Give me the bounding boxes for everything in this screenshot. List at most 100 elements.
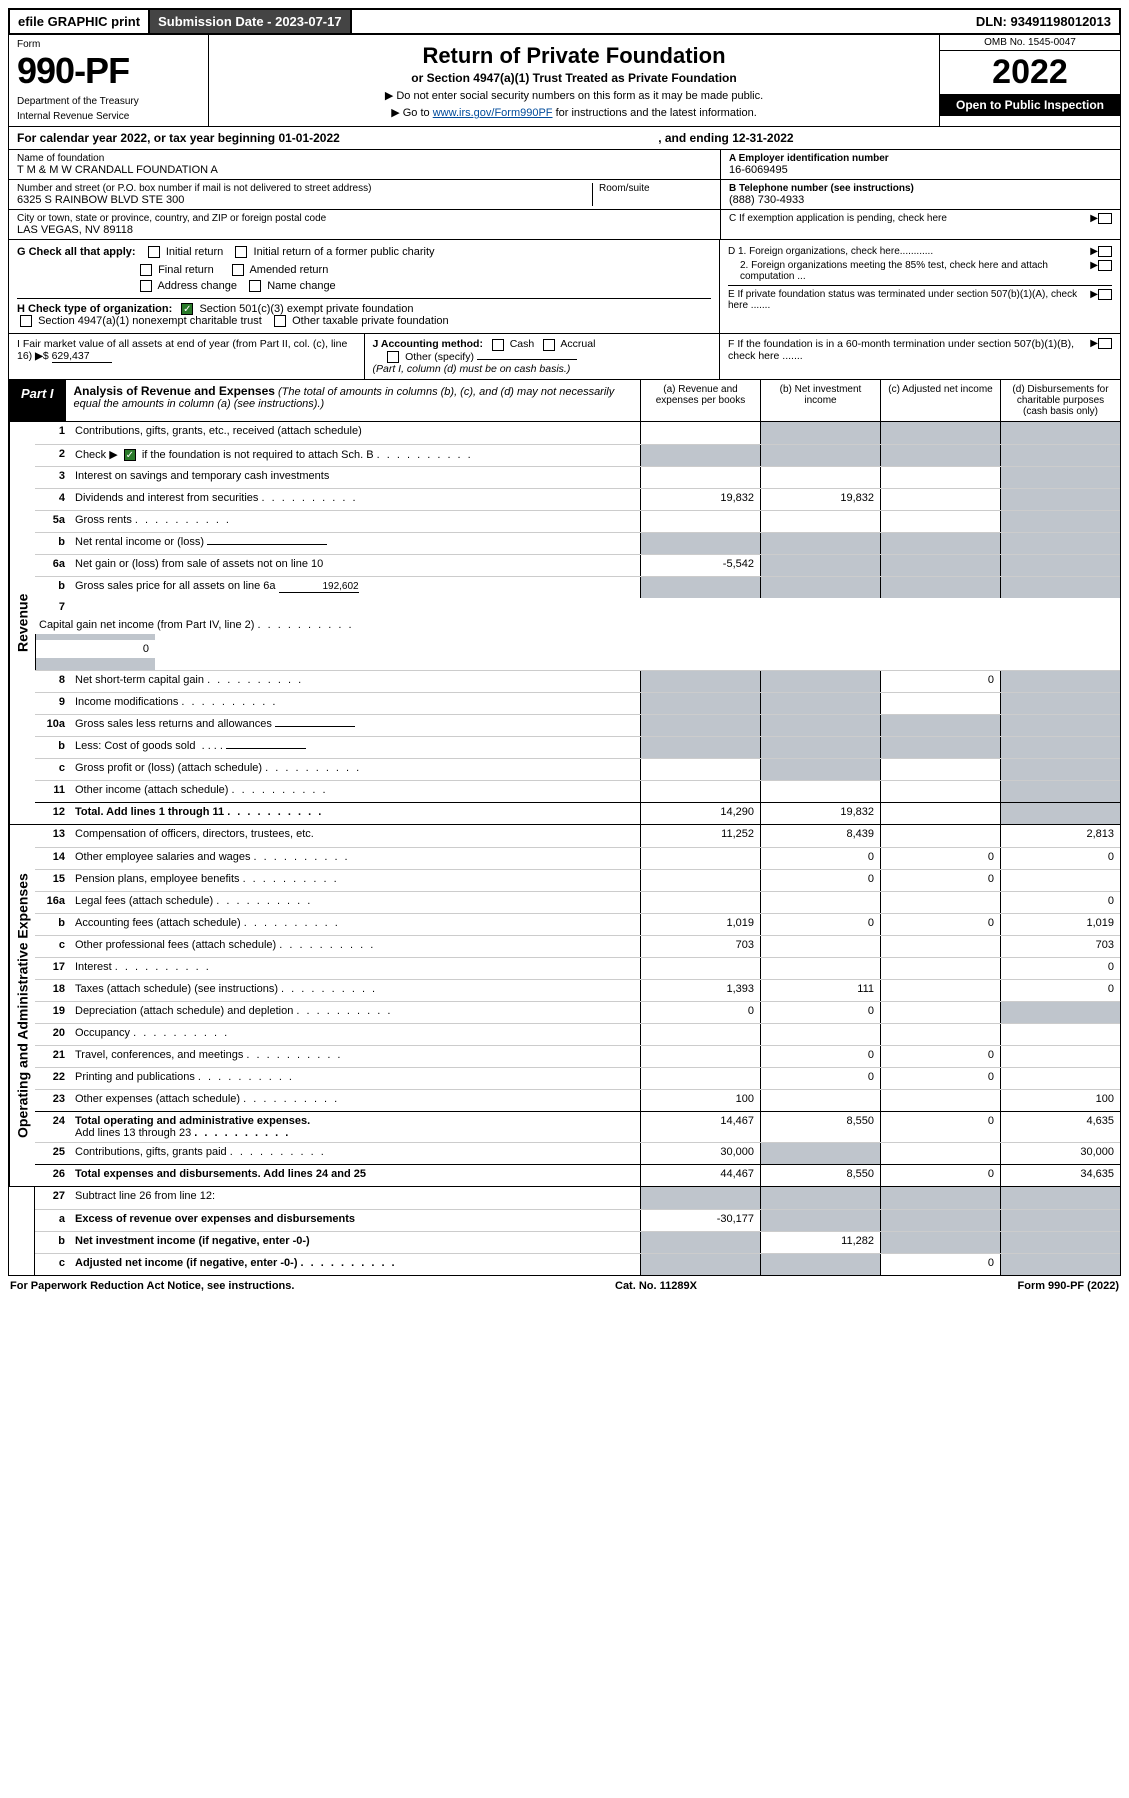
line-10a: 10aGross sales less returns and allowanc… — [35, 714, 1120, 736]
form-label: Form — [17, 39, 200, 50]
ein-row: A Employer identification number 16-6069… — [721, 150, 1120, 180]
line-20: 20Occupancy — [35, 1023, 1120, 1045]
part1-title: Analysis of Revenue and Expenses — [74, 384, 275, 398]
h-o1: Section 501(c)(3) exempt private foundat… — [199, 303, 413, 315]
form-header: Form 990-PF Department of the Treasury I… — [8, 35, 1121, 127]
arrow-icon: ▶ — [1090, 246, 1098, 257]
ein-value: 16-6069495 — [729, 164, 1112, 176]
footer-left: For Paperwork Reduction Act Notice, see … — [10, 1280, 294, 1292]
page-footer: For Paperwork Reduction Act Notice, see … — [8, 1276, 1121, 1296]
line-9: 9Income modifications — [35, 692, 1120, 714]
line-5a: 5aGross rents — [35, 510, 1120, 532]
e-chk[interactable] — [1098, 289, 1112, 300]
line-23: 23Other expenses (attach schedule) 10010… — [35, 1089, 1120, 1111]
j-o2: Accrual — [560, 338, 595, 350]
j-cash-chk[interactable] — [492, 339, 504, 351]
irs-label: Internal Revenue Service — [17, 111, 200, 122]
line-5b: bNet rental income or (loss) — [35, 532, 1120, 554]
calendar-row: For calendar year 2022, or tax year begi… — [8, 127, 1121, 150]
cal-end: , and ending 12-31-2022 — [658, 131, 793, 145]
e-label: E If private foundation status was termi… — [728, 289, 1090, 311]
g-addr-chk[interactable] — [140, 280, 152, 292]
line-13: 13Compensation of officers, directors, t… — [35, 825, 1120, 847]
g-label: G Check all that apply: — [17, 246, 136, 258]
name-row: Name of foundation T M & M W CRANDALL FO… — [9, 150, 720, 180]
revenue-table: Revenue 1Contributions, gifts, grants, e… — [8, 422, 1121, 825]
line-15: 15Pension plans, employee benefits 00 — [35, 869, 1120, 891]
j-other-chk[interactable] — [387, 351, 399, 363]
efile-label[interactable]: efile GRAPHIC print — [10, 10, 150, 33]
col-d-hdr: (d) Disbursements for charitable purpose… — [1000, 380, 1120, 421]
city-value: LAS VEGAS, NV 89118 — [17, 224, 712, 236]
part1-desc: Analysis of Revenue and Expenses (The to… — [66, 380, 640, 421]
line-16a: 16aLegal fees (attach schedule) 0 — [35, 891, 1120, 913]
col-c-hdr: (c) Adjusted net income — [880, 380, 1000, 421]
g-o6: Name change — [267, 280, 336, 292]
ein-label: A Employer identification number — [729, 153, 889, 164]
part1-label: Part I — [9, 380, 66, 421]
line-19: 19Depreciation (attach schedule) and dep… — [35, 1001, 1120, 1023]
open-inspection: Open to Public Inspection — [940, 94, 1120, 116]
footer-right: Form 990-PF (2022) — [1018, 1280, 1119, 1292]
h-4947-chk[interactable] — [20, 315, 32, 327]
line-6a: 6aNet gain or (loss) from sale of assets… — [35, 554, 1120, 576]
footer-mid: Cat. No. 11289X — [615, 1280, 697, 1292]
line-1: 1Contributions, gifts, grants, etc., rec… — [35, 422, 1120, 444]
d2-chk[interactable] — [1098, 260, 1112, 271]
line-8: 8Net short-term capital gain 0 — [35, 670, 1120, 692]
form990pf-link[interactable]: www.irs.gov/Form990PF — [433, 107, 553, 119]
tel-label: B Telephone number (see instructions) — [729, 183, 914, 194]
line27-table: 27Subtract line 26 from line 12: aExcess… — [8, 1187, 1121, 1276]
line-10c: cGross profit or (loss) (attach schedule… — [35, 758, 1120, 780]
line-27b: bNet investment income (if negative, ent… — [35, 1231, 1120, 1253]
g-o2: Initial return of a former public charit… — [254, 246, 435, 258]
tax-year: 2022 — [940, 51, 1120, 94]
arrow-icon: ▶ — [1090, 338, 1098, 374]
c-row: C If exemption application is pending, c… — [721, 210, 1120, 227]
g-name-chk[interactable] — [249, 280, 261, 292]
d1-chk[interactable] — [1098, 246, 1112, 257]
col-b-hdr: (b) Net investment income — [760, 380, 880, 421]
tel-row: B Telephone number (see instructions) (8… — [721, 180, 1120, 210]
note-ssn: ▶ Do not enter social security numbers o… — [215, 89, 933, 102]
f-chk[interactable] — [1098, 338, 1112, 349]
line-18: 18Taxes (attach schedule) (see instructi… — [35, 979, 1120, 1001]
h-o2: Section 4947(a)(1) nonexempt charitable … — [38, 315, 262, 327]
line-17: 17Interest 0 — [35, 957, 1120, 979]
h-501c3-chk[interactable] — [181, 303, 193, 315]
line-14: 14Other employee salaries and wages 000 — [35, 847, 1120, 869]
top-bar: efile GRAPHIC print Submission Date - 20… — [8, 8, 1121, 35]
g-o1: Initial return — [166, 246, 223, 258]
revenue-side-label: Revenue — [9, 422, 35, 824]
entity-block: Name of foundation T M & M W CRANDALL FO… — [8, 150, 1121, 240]
line-27a: aExcess of revenue over expenses and dis… — [35, 1209, 1120, 1231]
line-21: 21Travel, conferences, and meetings 00 — [35, 1045, 1120, 1067]
g-amended-chk[interactable] — [232, 264, 244, 276]
line-11: 11Other income (attach schedule) — [35, 780, 1120, 802]
line-27: 27Subtract line 26 from line 12: — [35, 1187, 1120, 1209]
j-o1: Cash — [510, 338, 535, 350]
d-block: D 1. Foreign organizations, check here..… — [720, 240, 1120, 333]
arrow-icon: ▶ — [1090, 289, 1098, 311]
line-12: 12Total. Add lines 1 through 11 14,29019… — [35, 802, 1120, 824]
j-o3: Other (specify) — [405, 351, 474, 363]
g-o5: Address change — [157, 280, 237, 292]
schb-chk[interactable] — [124, 449, 136, 461]
arrow-icon: ▶ — [1090, 260, 1098, 282]
g-initial-chk[interactable] — [148, 246, 160, 258]
c-checkbox[interactable] — [1098, 213, 1112, 224]
h-other-chk[interactable] — [274, 315, 286, 327]
j-accrual-chk[interactable] — [543, 339, 555, 351]
expenses-table: Operating and Administrative Expenses 13… — [8, 825, 1121, 1187]
g-initial-former-chk[interactable] — [235, 246, 247, 258]
line-10b: bLess: Cost of goods sold . . . . — [35, 736, 1120, 758]
line-25: 25Contributions, gifts, grants paid 30,0… — [35, 1142, 1120, 1164]
h-o3: Other taxable private foundation — [292, 315, 449, 327]
dln: DLN: 93491198012013 — [968, 10, 1119, 33]
g-final-chk[interactable] — [140, 264, 152, 276]
line-2: 2Check ▶ if the foundation is not requir… — [35, 444, 1120, 466]
title-block: Return of Private Foundation or Section … — [209, 35, 940, 126]
line-26: 26Total expenses and disbursements. Add … — [35, 1164, 1120, 1186]
part1-header: Part I Analysis of Revenue and Expenses … — [8, 380, 1121, 422]
form-number: 990-PF — [17, 50, 200, 92]
